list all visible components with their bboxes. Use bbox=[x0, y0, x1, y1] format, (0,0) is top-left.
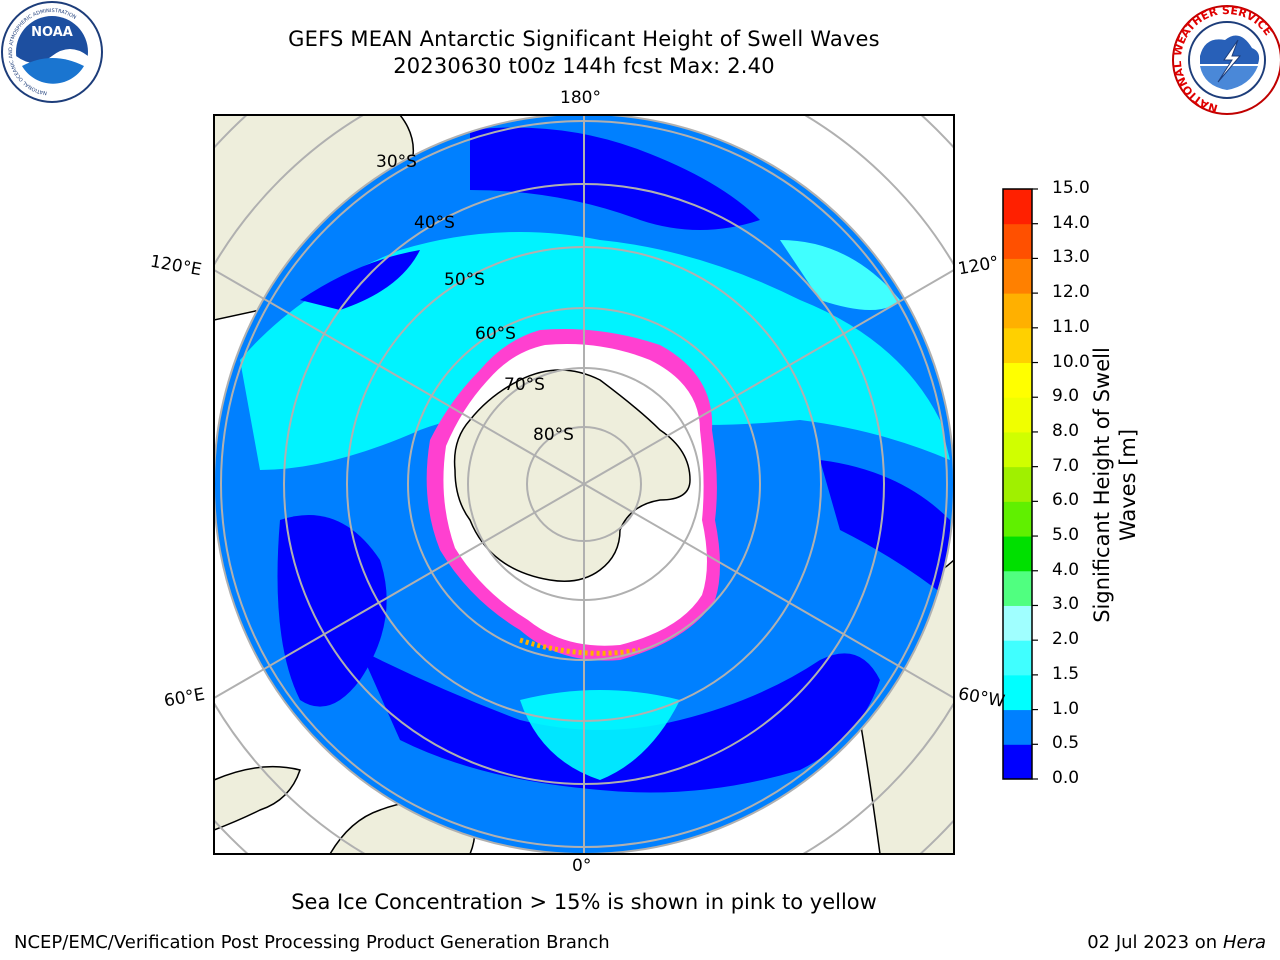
colorbar-tick-label: 1.0 bbox=[1052, 698, 1080, 719]
colorbar-tick-label: 9.0 bbox=[1052, 386, 1080, 407]
colorbar-tick-label: 5.0 bbox=[1052, 525, 1080, 546]
colorbar-swatch bbox=[1003, 674, 1032, 711]
colorbar-tick-label: 13.0 bbox=[1052, 247, 1090, 268]
colorbar-swatch bbox=[1003, 397, 1032, 433]
colorbar-tick-label: 15.0 bbox=[1052, 178, 1090, 198]
colorbar-tick-label: 0.0 bbox=[1052, 768, 1080, 788]
colorbar-swatch bbox=[1003, 431, 1032, 468]
date-stamp: 02 Jul 2023 on Hera bbox=[1087, 932, 1266, 953]
colorbar-tick-label: 7.0 bbox=[1052, 455, 1080, 476]
colorbar-swatch bbox=[1003, 293, 1032, 329]
colorbar-swatch bbox=[1003, 501, 1032, 537]
graticule bbox=[214, 115, 954, 854]
colorbar-swatch bbox=[1003, 189, 1032, 225]
colorbar-tick-label: 8.0 bbox=[1052, 420, 1080, 441]
colorbar-swatch bbox=[1003, 362, 1032, 398]
colorbar-swatch bbox=[1003, 605, 1032, 641]
lat-label-80s: 80°S bbox=[533, 425, 574, 445]
lat-label-60s: 60°S bbox=[475, 324, 516, 344]
colorbar-swatch bbox=[1003, 709, 1032, 745]
lon-label-0: 0° bbox=[572, 856, 592, 876]
colorbar-swatch bbox=[1003, 258, 1032, 294]
colorbar-tick-label: 1.5 bbox=[1052, 663, 1080, 684]
colorbar-frame bbox=[1002, 188, 1033, 780]
colorbar-tick-label: 14.0 bbox=[1052, 212, 1090, 233]
colorbar-title-line2: Waves [m] bbox=[1116, 428, 1140, 542]
colorbar-tick-label: 10.0 bbox=[1052, 351, 1090, 372]
colorbar-swatch bbox=[1003, 466, 1032, 502]
lat-label-50s: 50°S bbox=[444, 270, 485, 290]
credit-text: NCEP/EMC/Verification Post Processing Pr… bbox=[14, 932, 610, 953]
colorbar bbox=[1002, 188, 1038, 780]
lon-label-180: 180° bbox=[560, 88, 601, 108]
colorbar-tick-label: 0.5 bbox=[1052, 733, 1080, 754]
date-text: 02 Jul 2023 on bbox=[1087, 932, 1223, 953]
map-frame bbox=[213, 114, 955, 855]
colorbar-tick-label: 6.0 bbox=[1052, 490, 1080, 511]
colorbar-swatch bbox=[1003, 536, 1032, 572]
colorbar-swatch bbox=[1003, 744, 1032, 780]
colorbar-swatch bbox=[1003, 223, 1032, 259]
colorbar-tick-label: 12.0 bbox=[1052, 282, 1090, 303]
lat-label-40s: 40°S bbox=[414, 213, 455, 233]
antarctica bbox=[453, 369, 691, 582]
lat-label-70s: 70°S bbox=[504, 375, 545, 395]
chart-title: GEFS MEAN Antarctic Significant Height o… bbox=[288, 27, 880, 51]
machine-name: Hera bbox=[1222, 932, 1266, 953]
lat-label-30s: 30°S bbox=[376, 152, 417, 172]
colorbar-tick-label: 11.0 bbox=[1052, 316, 1090, 337]
colorbar-tick-label: 3.0 bbox=[1052, 594, 1080, 615]
colorbar-swatch bbox=[1003, 640, 1032, 676]
chart-subtitle: 20230630 t00z 144h fcst Max: 2.40 bbox=[393, 54, 775, 78]
sea-ice-note: Sea Ice Concentration > 15% is shown in … bbox=[291, 890, 877, 914]
colorbar-tick-label: 2.0 bbox=[1052, 629, 1080, 650]
colorbar-swatch bbox=[1003, 570, 1032, 606]
colorbar-tick-label: 4.0 bbox=[1052, 559, 1080, 580]
colorbar-swatch bbox=[1003, 327, 1032, 364]
colorbar-title-line1: Significant Height of Swell bbox=[1090, 347, 1114, 623]
